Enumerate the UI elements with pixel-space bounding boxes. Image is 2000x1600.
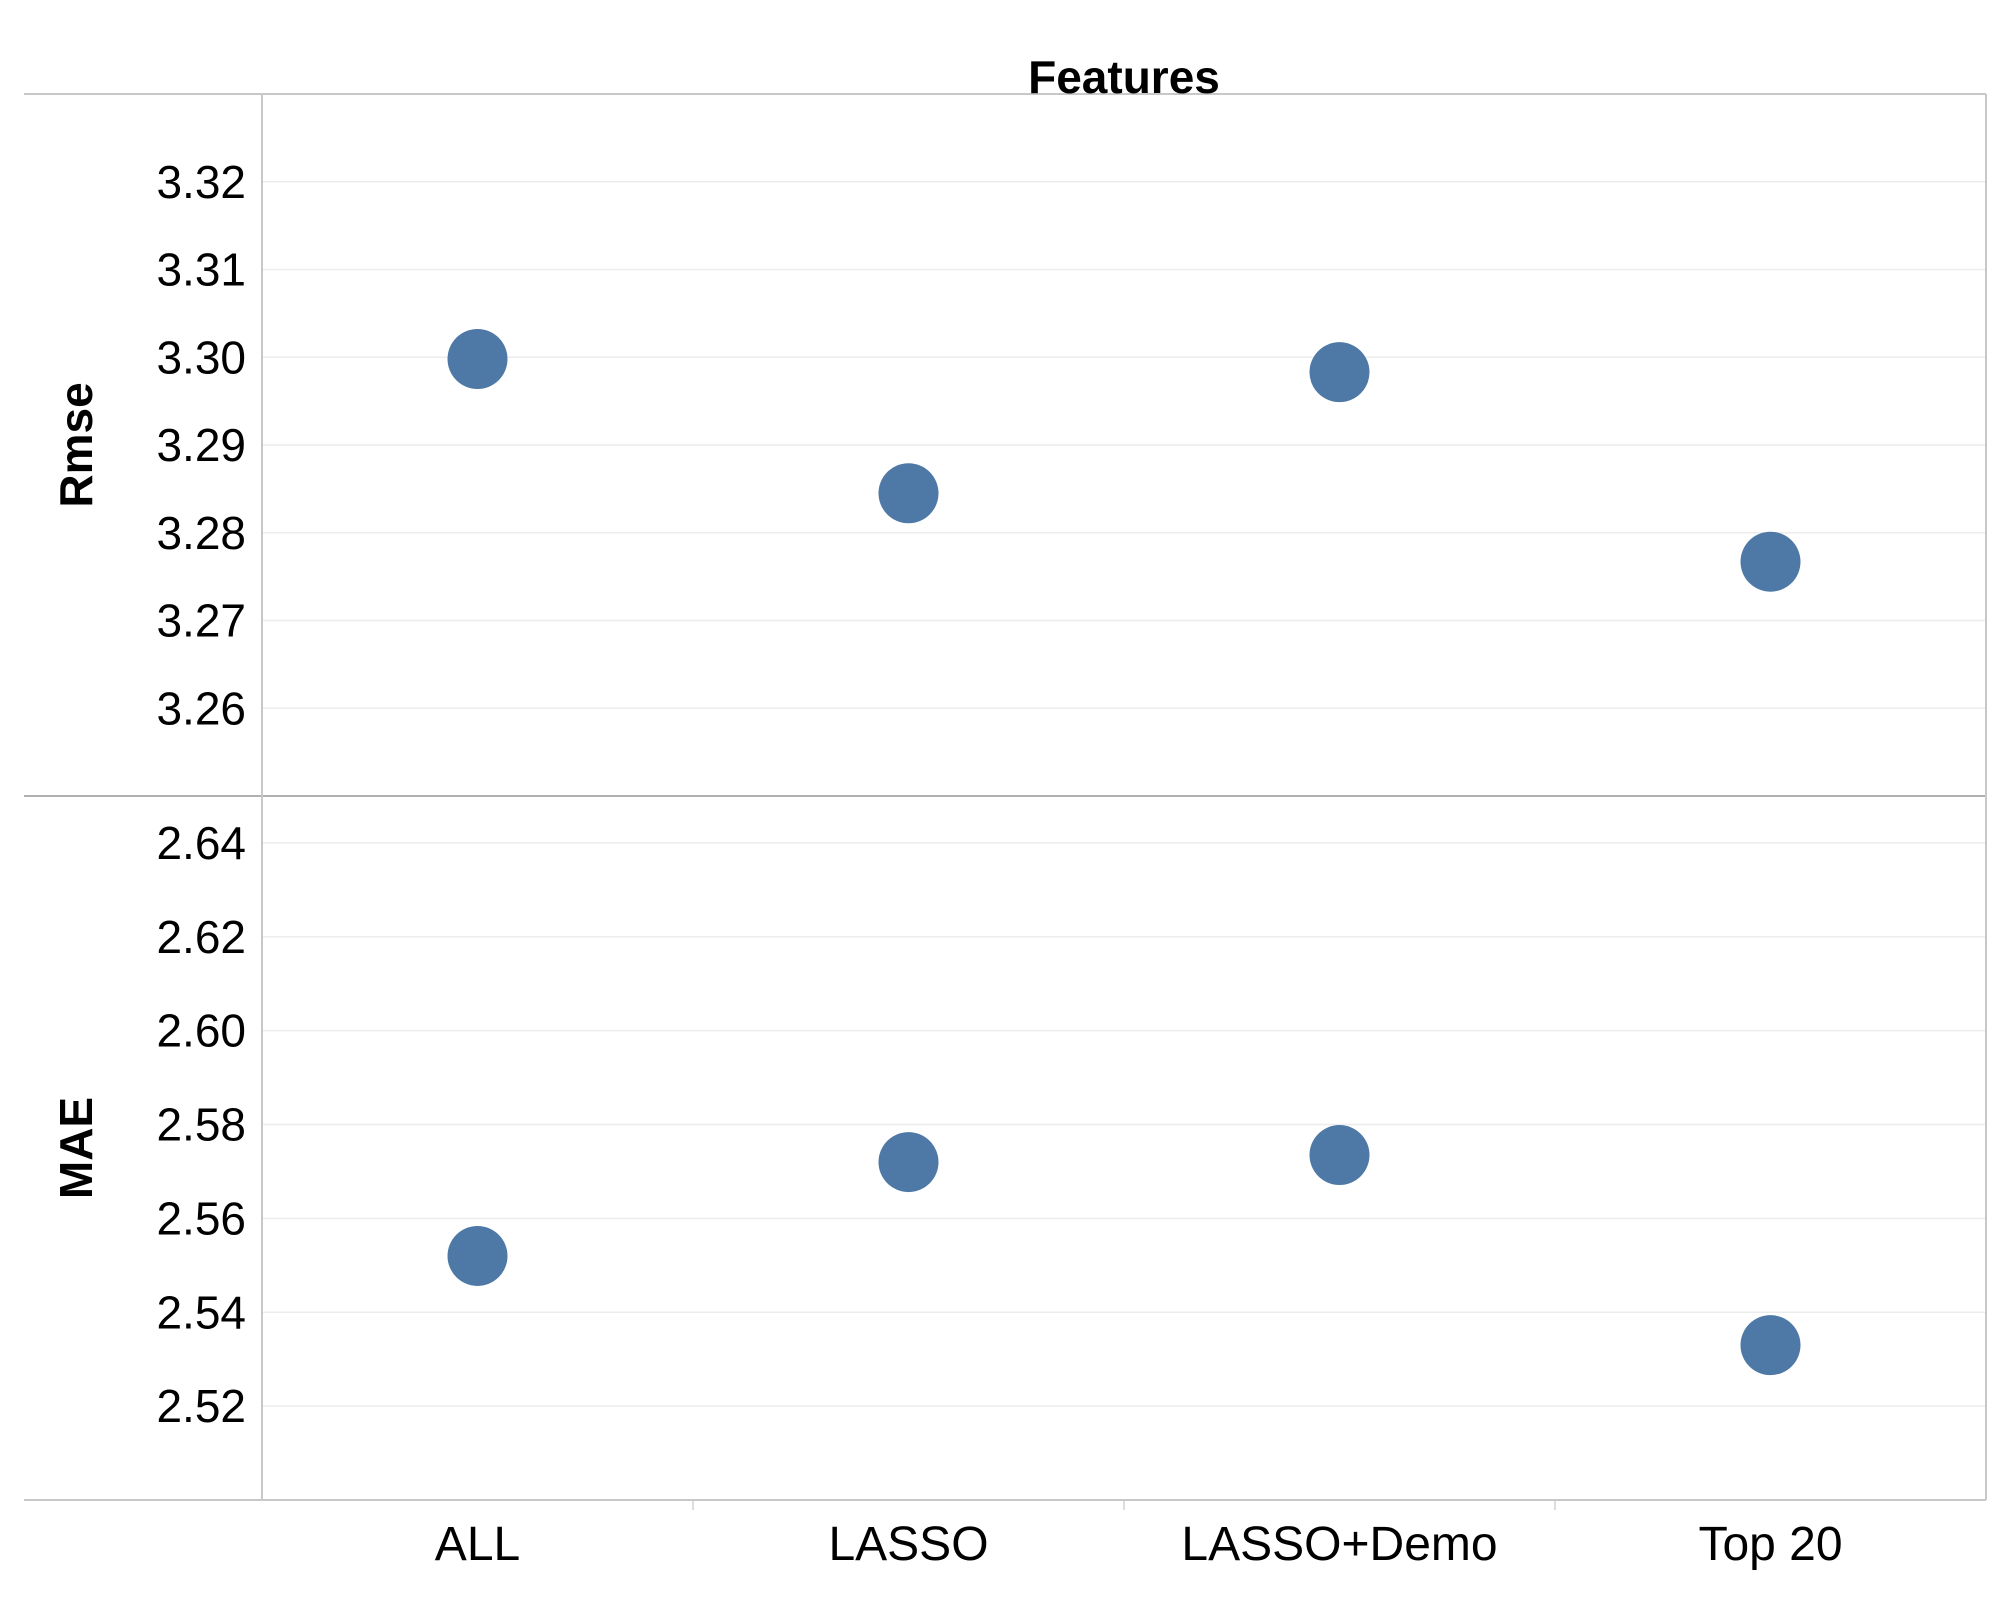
y-tick-label: 3.30 [156,331,246,383]
y-tick-label: 3.28 [156,507,246,559]
data-point [878,1132,939,1193]
data-point [1740,1315,1801,1376]
x-category-label: ALL [435,1518,520,1571]
category-labels: ALL LASSO LASSO+Demo Top 20 [435,1518,1843,1571]
y-tick-label: 2.52 [156,1380,246,1432]
panel-2-ylabel: MAE [50,1097,102,1199]
y-tick-label: 2.62 [156,911,246,963]
y-tick-label: 2.58 [156,1099,246,1151]
panel-1-ylabel: Rmse [50,382,102,507]
y-tick-label: 2.54 [156,1286,246,1338]
x-category-label: LASSO [828,1518,988,1571]
x-category-label: LASSO+Demo [1181,1518,1497,1571]
data-point [878,463,939,524]
y-tick-label: 3.29 [156,419,246,471]
y-tick-label: 3.32 [156,156,246,208]
data-points [447,329,1801,1376]
data-point [447,1225,508,1286]
y-tick-label: 2.60 [156,1005,246,1057]
y-tick-label: 2.56 [156,1192,246,1244]
data-point [1740,531,1801,592]
tick-labels: 3.26 3.27 3.28 3.29 3.30 3.31 3.32 2.52 2.54 2.56… [156,156,246,1432]
y-tick-label: 2.64 [156,817,246,869]
y-tick-label: 3.27 [156,595,246,647]
gridlines [262,181,1986,1510]
x-category-label: Top 20 [1698,1518,1842,1571]
data-point [447,329,508,390]
data-point [1309,1125,1370,1186]
data-point [1309,342,1370,403]
y-tick-label: 3.31 [156,244,246,296]
chart-title: Features [1028,51,1220,103]
y-tick-label: 3.26 [156,682,246,734]
